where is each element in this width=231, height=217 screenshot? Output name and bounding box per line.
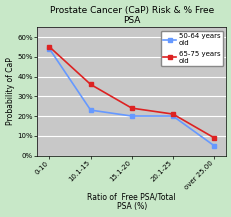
50-64 years
old (130, 115, 133, 117)
65-75 years
old (130, 107, 133, 109)
65-75 years
old (89, 83, 92, 86)
50-64 years
old (171, 115, 173, 117)
Title: Prostate Cancer (CaP) Risk & % Free
PSA: Prostate Cancer (CaP) Risk & % Free PSA (49, 6, 213, 25)
50-64 years
old (89, 109, 92, 111)
65-75 years
old (212, 136, 215, 139)
Legend: 50-64 years
old, 65-75 years
old: 50-64 years old, 65-75 years old (160, 31, 222, 66)
65-75 years
old (48, 46, 51, 48)
50-64 years
old (48, 48, 51, 50)
Y-axis label: Probability of CaP: Probability of CaP (6, 58, 15, 125)
65-75 years
old (171, 113, 173, 115)
Line: 65-75 years
old: 65-75 years old (48, 45, 215, 140)
Line: 50-64 years
old: 50-64 years old (48, 47, 215, 147)
50-64 years
old (212, 144, 215, 147)
X-axis label: Ratio of  Free PSA/Total
PSA (%): Ratio of Free PSA/Total PSA (%) (87, 192, 175, 211)
